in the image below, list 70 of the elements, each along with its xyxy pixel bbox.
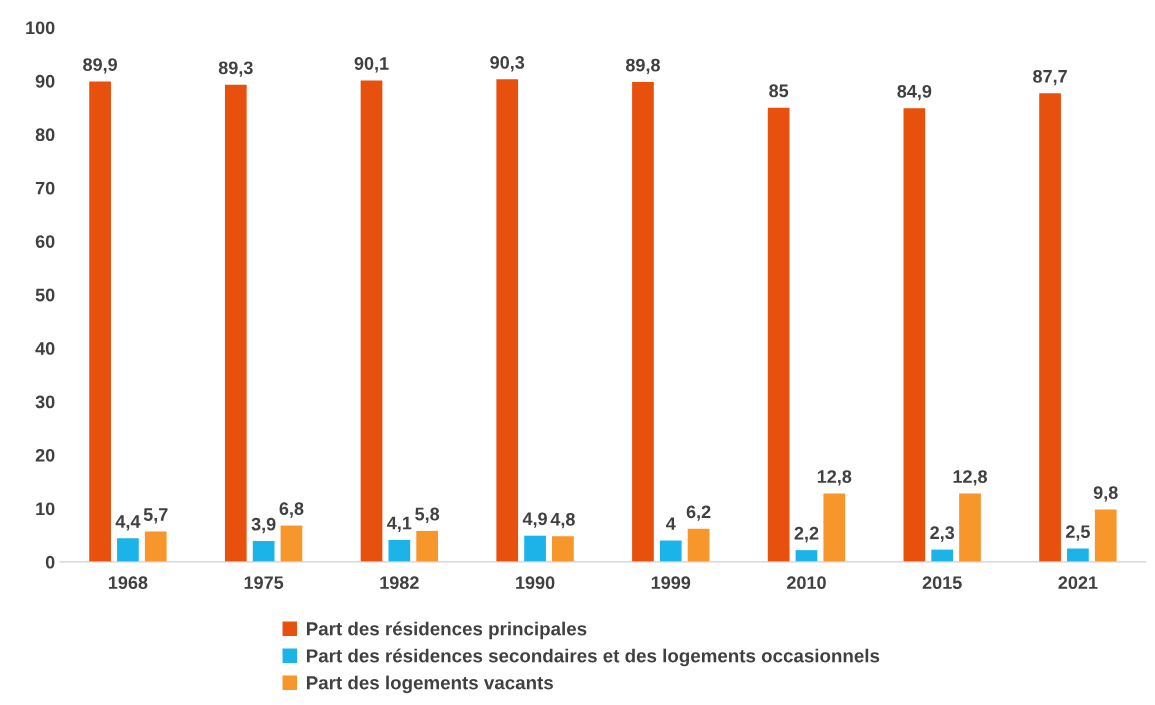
bar xyxy=(416,530,439,562)
bar xyxy=(388,539,411,562)
data-label: 4,8 xyxy=(550,512,575,529)
data-label: 4,1 xyxy=(387,516,412,533)
data-label: 4,9 xyxy=(522,512,547,528)
legend-label: Part des résidences principales xyxy=(306,621,587,640)
bar xyxy=(903,108,926,562)
data-label: 6,2 xyxy=(686,505,711,521)
y-tick-label: 90 xyxy=(35,74,55,88)
data-label: 2,5 xyxy=(1065,525,1090,541)
x-tick-label: 1968 xyxy=(108,576,148,590)
data-label: 6,8 xyxy=(279,502,304,518)
data-label: 89,3 xyxy=(218,61,253,77)
bar xyxy=(252,541,275,562)
data-label: 12,8 xyxy=(953,470,988,486)
data-label: 89,8 xyxy=(625,58,660,75)
y-tick-label: 60 xyxy=(35,235,55,248)
y-tick-label: 40 xyxy=(35,342,55,355)
y-tick-label: 0 xyxy=(45,555,55,569)
y-tick-label: 20 xyxy=(35,448,55,462)
data-label: 9,8 xyxy=(1093,486,1118,502)
data-label: 4,4 xyxy=(115,515,141,531)
x-tick-label: 1982 xyxy=(380,576,419,590)
x-tick-label: 1990 xyxy=(516,576,555,590)
legend-label: Part des logements vacants xyxy=(306,675,553,694)
data-label: 3,9 xyxy=(251,517,276,534)
bar xyxy=(1067,548,1089,562)
bar xyxy=(89,81,111,562)
data-label: 89,9 xyxy=(83,58,117,74)
bar xyxy=(280,525,303,562)
y-tick-label: 30 xyxy=(35,395,55,409)
data-label: 90,1 xyxy=(354,57,389,73)
bar xyxy=(144,531,167,562)
y-tick-label: 80 xyxy=(35,128,55,142)
bar xyxy=(1039,93,1061,562)
data-label: 5,7 xyxy=(143,508,168,524)
data-label: 2,3 xyxy=(930,526,955,542)
bar xyxy=(224,84,247,562)
data-label: 5,8 xyxy=(415,507,440,523)
x-tick-label: 1999 xyxy=(651,576,691,590)
x-tick-label: 2021 xyxy=(1058,576,1098,590)
bar xyxy=(117,538,139,562)
bar xyxy=(767,107,790,562)
bar xyxy=(632,82,654,562)
bar xyxy=(1094,509,1117,562)
data-label: 87,7 xyxy=(1033,69,1067,86)
data-label: 84,9 xyxy=(897,84,932,101)
x-tick-label: 2015 xyxy=(922,576,962,590)
legend-label: Part des résidences secondaires et des logements occasionnels xyxy=(306,648,880,667)
data-label: 4 xyxy=(666,517,676,530)
bar xyxy=(823,493,846,562)
x-tick-label: 1975 xyxy=(244,576,284,590)
bar xyxy=(659,540,682,562)
bar xyxy=(524,535,546,562)
bar xyxy=(931,549,954,562)
bar xyxy=(959,493,981,562)
bar xyxy=(687,528,710,562)
bar xyxy=(360,80,383,562)
y-tick-label: 70 xyxy=(35,181,55,195)
bar xyxy=(552,536,574,562)
y-tick-label: 10 xyxy=(36,502,55,516)
x-tick-label: 2010 xyxy=(787,576,826,590)
bar xyxy=(795,550,818,562)
data-label: 12,8 xyxy=(817,470,852,486)
y-tick-label: 100 xyxy=(26,21,55,35)
data-label: 90,3 xyxy=(490,56,525,72)
data-label: 85 xyxy=(769,84,789,98)
data-label: 2,2 xyxy=(794,526,819,543)
y-tick-label: 50 xyxy=(35,288,55,302)
bar xyxy=(496,79,519,562)
